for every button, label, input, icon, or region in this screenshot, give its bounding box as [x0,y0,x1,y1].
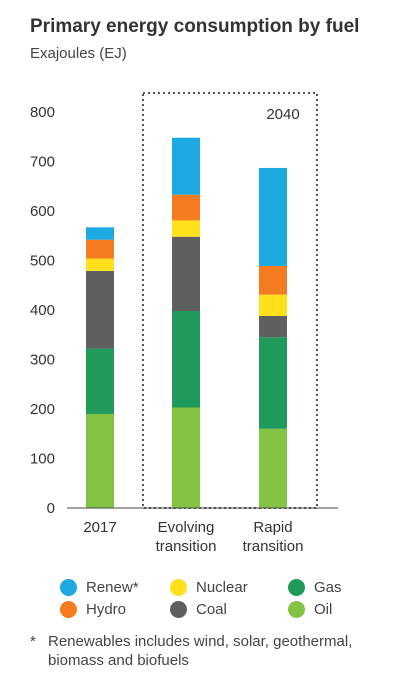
y-tick-label: 700 [30,154,55,171]
bar-segment-nuclear [259,294,287,316]
y-tick-label: 500 [30,253,55,270]
legend-swatch-nuclear [170,578,187,596]
legend-item-renew: Renew* [60,577,170,597]
legend-label-renew: Renew* [86,578,139,596]
bar-segment-hydro [259,265,287,295]
legend-label-hydro: Hydro [86,600,127,618]
legend-label-nuclear: Nuclear [196,578,248,596]
legend-item-nuclear: Nuclear [170,577,288,597]
bar-segment-renew [259,167,287,266]
legend-label-coal: Coal [196,600,227,618]
footnote: * Renewables includes wind, solar, geoth… [30,632,400,670]
footnote-marker: * [30,633,36,650]
legend-swatch-coal [170,600,187,618]
bar-segment-nuclear [86,258,114,271]
chart-title: Primary energy consumption by fuel [30,16,360,37]
bar-segment-nuclear [172,220,200,237]
legend-swatch-gas [288,578,305,596]
y-tick-label: 600 [30,203,55,220]
bar-segment-coal [86,270,114,349]
chart-legend: Renew* Nuclear Gas Hydro Coal Oil [60,577,390,619]
y-tick-label: 200 [30,401,55,418]
legend-swatch-hydro [60,600,77,618]
y-tick-label: 400 [30,302,55,319]
y-tick-label: 800 [30,104,55,121]
chart-subtitle: Exajoules (EJ) [30,45,127,62]
bar-segment-hydro [172,194,200,221]
legend-item-oil: Oil [288,599,388,619]
legend-item-gas: Gas [288,577,388,597]
bar-segment-hydro [86,239,114,259]
legend-swatch-renew [60,578,77,596]
bar-segment-gas [172,310,200,408]
bar-segment-coal [172,236,200,311]
bar-segment-oil [172,407,200,508]
legend-label-oil: Oil [314,600,333,618]
x-category-label: 2017 [83,519,116,536]
annotation-2040: 2040 [266,106,299,123]
legend-item-hydro: Hydro [60,599,170,619]
y-tick-label: 300 [30,352,55,369]
bar-segment-coal [259,315,287,338]
x-category-label: Rapid [253,519,292,536]
stacked-bar-chart: 2040 0 100 200 300 400 500 600 700 800 2017 Evolvin… [30,92,338,555]
legend-swatch-oil [288,600,305,618]
bar-segment-renew [172,137,200,195]
x-category-label: transition [243,538,304,555]
bar-segment-oil [86,413,114,508]
bar-segment-oil [259,428,287,508]
bar-segment-gas [86,348,114,414]
y-tick-label: 100 [30,451,55,468]
scenario-2040-box [142,92,318,509]
x-category-label: Evolving [158,519,215,536]
y-tick-label: 0 [47,500,55,517]
legend-item-coal: Coal [170,599,288,619]
x-category-label: transition [156,538,217,555]
footnote-text: Renewables includes wind, solar, geother… [48,633,353,669]
legend-label-gas: Gas [314,578,342,596]
bar-segment-gas [259,337,287,429]
bar-segment-renew [86,227,114,240]
